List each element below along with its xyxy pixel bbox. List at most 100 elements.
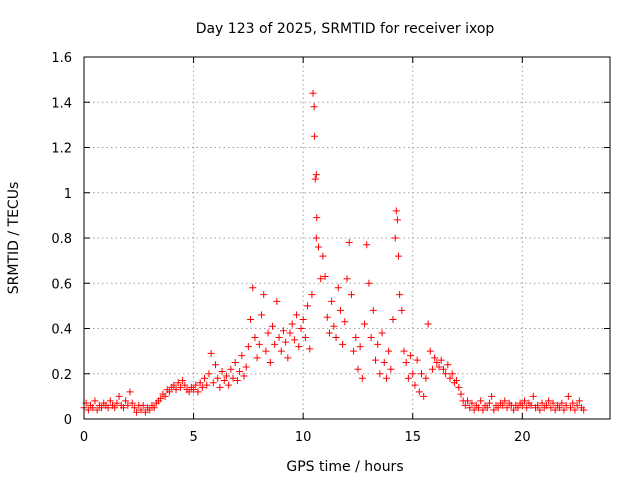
data-point	[201, 374, 209, 382]
data-point	[174, 379, 182, 387]
data-point	[260, 291, 268, 299]
data-point	[356, 343, 364, 351]
data-point	[439, 365, 447, 373]
data-point	[398, 306, 406, 314]
data-point	[91, 397, 99, 405]
data-point	[244, 343, 252, 351]
data-point	[396, 291, 404, 299]
data-point	[126, 388, 134, 396]
data-point	[415, 388, 423, 396]
data-point	[407, 352, 415, 360]
data-point	[288, 320, 296, 328]
data-point	[312, 234, 320, 242]
data-point	[297, 325, 305, 332]
x-tick-label: 5	[189, 430, 197, 445]
data-point	[284, 354, 292, 362]
data-point	[345, 239, 353, 247]
data-point	[299, 315, 307, 323]
data-point	[139, 401, 147, 409]
data-point	[336, 306, 344, 314]
data-point	[374, 340, 382, 348]
data-point	[514, 404, 522, 412]
data-point	[433, 358, 441, 366]
data-point	[424, 320, 432, 328]
data-point	[503, 404, 511, 412]
data-point	[413, 356, 421, 364]
data-point	[365, 279, 373, 287]
data-point	[306, 345, 314, 353]
data-point	[89, 404, 97, 412]
data-point	[251, 334, 259, 342]
y-tick-label: 0.6	[51, 277, 72, 292]
data-point	[321, 272, 329, 280]
data-point	[218, 367, 226, 375]
data-point	[334, 284, 342, 292]
data-point	[137, 406, 145, 414]
data-point	[393, 216, 401, 224]
data-point	[238, 352, 246, 360]
data-point	[242, 363, 250, 371]
data-point	[315, 243, 323, 251]
data-point	[313, 214, 321, 222]
data-point	[404, 374, 412, 382]
data-point	[402, 358, 410, 366]
data-point	[293, 311, 301, 319]
data-point	[301, 334, 309, 342]
data-points	[80, 89, 588, 416]
data-point	[157, 395, 165, 403]
data-point	[499, 401, 507, 409]
data-point	[196, 379, 204, 387]
data-point	[192, 381, 200, 389]
data-point	[358, 374, 366, 382]
data-point	[431, 354, 439, 362]
data-point	[490, 406, 498, 414]
data-point	[119, 404, 127, 412]
data-point	[455, 383, 463, 391]
data-point	[181, 381, 189, 389]
data-point	[304, 302, 312, 310]
data-point	[179, 377, 187, 385]
data-point	[483, 404, 491, 412]
data-point	[457, 390, 465, 398]
data-point	[308, 291, 316, 299]
data-point	[501, 397, 509, 405]
data-point	[247, 315, 255, 323]
data-point	[569, 399, 577, 407]
data-point	[220, 377, 228, 385]
data-point	[255, 340, 263, 348]
data-point	[205, 370, 213, 378]
data-point	[420, 392, 428, 400]
data-point	[479, 406, 487, 414]
data-point	[317, 275, 325, 283]
data-point	[494, 404, 502, 412]
data-point	[378, 329, 386, 337]
y-tick-label: 1	[64, 187, 72, 202]
data-point	[562, 401, 570, 409]
data-point	[268, 322, 276, 330]
y-tick-label: 1.6	[51, 51, 72, 66]
data-point	[236, 367, 244, 375]
data-point	[332, 334, 340, 342]
data-point	[319, 252, 327, 260]
data-point	[549, 399, 557, 407]
data-point	[536, 406, 544, 414]
data-point	[258, 311, 266, 319]
data-point	[529, 392, 537, 400]
data-point	[273, 297, 281, 305]
data-point	[229, 374, 237, 382]
data-point	[392, 207, 400, 215]
data-point	[391, 234, 399, 242]
data-point	[279, 327, 287, 335]
data-point	[328, 297, 336, 305]
data-point	[380, 358, 388, 366]
data-point	[361, 320, 369, 328]
y-tick-label: 1.2	[51, 142, 72, 157]
data-point	[350, 347, 358, 355]
data-point	[523, 404, 531, 412]
y-tick-label: 0.4	[51, 323, 72, 338]
data-point	[409, 370, 417, 378]
data-point	[176, 383, 184, 391]
data-point	[545, 397, 553, 405]
data-point	[575, 397, 583, 405]
data-point	[453, 377, 461, 385]
